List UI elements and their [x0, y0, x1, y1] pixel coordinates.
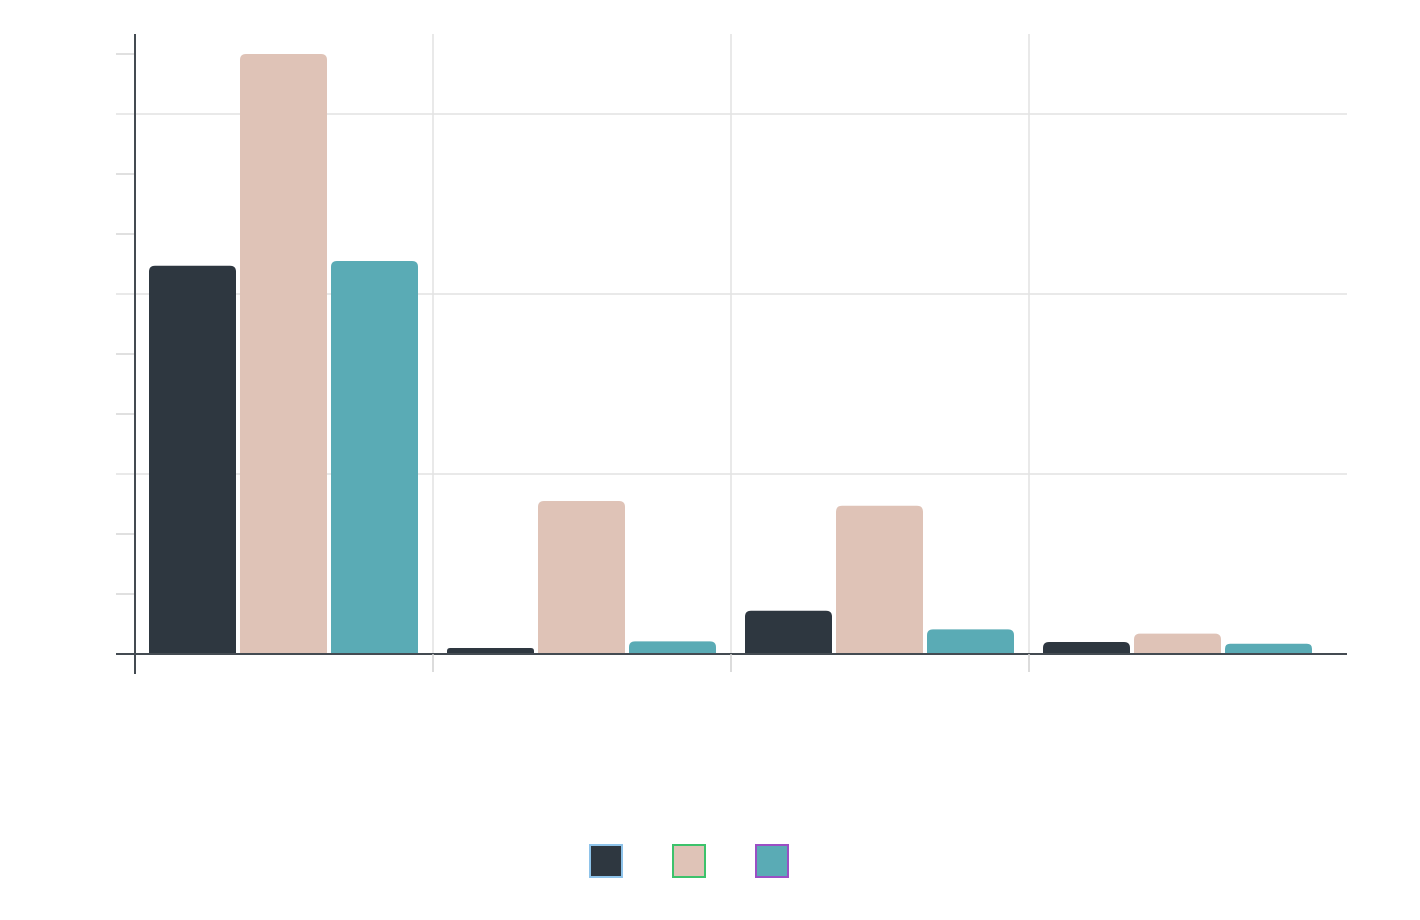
legend-item-3[interactable]	[755, 844, 789, 878]
bar-series-3-category-4[interactable]	[1225, 643, 1312, 654]
bar-series-3-category-3[interactable]	[927, 629, 1014, 654]
legend-item-2[interactable]	[672, 844, 706, 878]
bar-series-1-category-3[interactable]	[745, 610, 832, 654]
legend-swatch-2[interactable]	[672, 844, 706, 878]
axis-layer	[116, 34, 1347, 674]
legend-item-1[interactable]	[589, 844, 623, 878]
bar-series-2-category-2[interactable]	[538, 501, 625, 654]
bar-series-2-category-3[interactable]	[836, 505, 923, 654]
legend[interactable]	[589, 844, 789, 878]
bar-series-1-category-2[interactable]	[447, 648, 534, 654]
bar-series-1-category-4[interactable]	[1043, 642, 1130, 654]
bar-series-3-category-1[interactable]	[331, 261, 418, 654]
legend-swatch-1[interactable]	[589, 844, 623, 878]
bar-series-1-category-1[interactable]	[149, 265, 236, 654]
bar-layer	[149, 54, 1312, 654]
legend-swatch-3[interactable]	[755, 844, 789, 878]
bar-series-2-category-1[interactable]	[240, 54, 327, 654]
bar-series-3-category-2[interactable]	[629, 641, 716, 654]
bar-series-2-category-4[interactable]	[1134, 633, 1221, 654]
